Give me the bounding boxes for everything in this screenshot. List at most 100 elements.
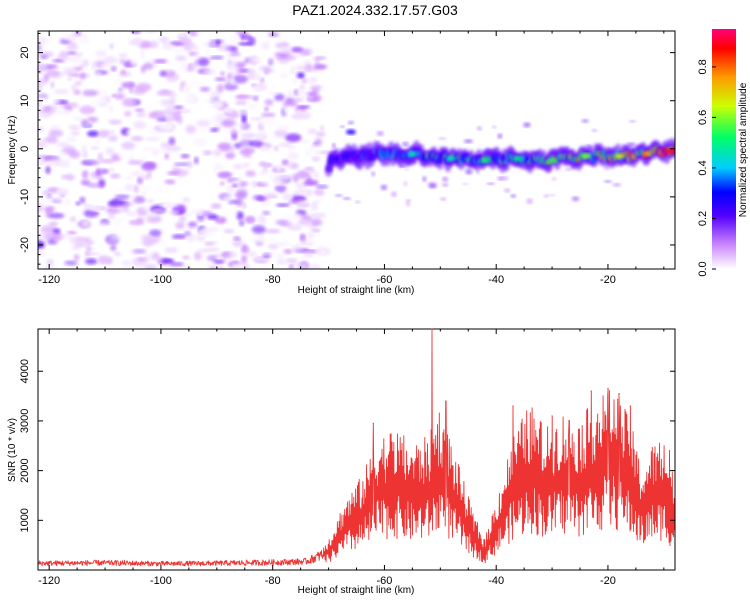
noise-blob bbox=[46, 64, 59, 69]
noise-blob bbox=[296, 200, 310, 209]
noise-blob bbox=[212, 260, 225, 264]
noise-blob bbox=[276, 165, 282, 173]
snr-peak-point bbox=[618, 392, 620, 395]
noise-blob bbox=[306, 92, 316, 96]
noise-blob bbox=[428, 184, 437, 189]
noise-blob bbox=[133, 184, 139, 194]
noise-blob bbox=[75, 201, 81, 206]
noise-blob bbox=[82, 150, 88, 159]
noise-blob bbox=[280, 239, 293, 244]
noise-blob bbox=[257, 131, 266, 140]
noise-blob bbox=[174, 105, 184, 109]
noise-blob bbox=[391, 191, 397, 197]
noise-blob bbox=[111, 66, 117, 72]
noise-blob bbox=[259, 77, 265, 83]
noise-blob bbox=[122, 205, 129, 213]
noise-blob bbox=[182, 197, 191, 203]
noise-blob bbox=[314, 58, 321, 66]
noise-blob bbox=[251, 57, 265, 63]
noise-blob bbox=[163, 69, 176, 77]
noise-blob bbox=[195, 248, 211, 254]
noise-blob bbox=[238, 220, 245, 227]
noise-blob bbox=[231, 128, 237, 135]
x-tick-label: -40 bbox=[488, 274, 504, 286]
noise-blob bbox=[38, 110, 43, 119]
noise-blob bbox=[82, 170, 89, 179]
noise-blob bbox=[186, 226, 196, 230]
noise-blob bbox=[235, 197, 244, 207]
noise-blob bbox=[282, 159, 289, 165]
noise-blob bbox=[174, 46, 185, 55]
noise-blob bbox=[242, 202, 247, 209]
noise-blob bbox=[492, 125, 497, 129]
noise-blob bbox=[290, 121, 303, 127]
noise-blob bbox=[81, 119, 90, 127]
noise-blob bbox=[68, 132, 73, 140]
noise-blob bbox=[158, 122, 175, 131]
noise-blob bbox=[262, 162, 268, 172]
noise-blob bbox=[142, 63, 153, 70]
noise-blob bbox=[207, 241, 219, 245]
noise-blob bbox=[307, 231, 315, 239]
noise-blob bbox=[287, 199, 300, 204]
noise-blob bbox=[232, 260, 240, 266]
noise-blob bbox=[90, 146, 100, 150]
noise-blob bbox=[78, 65, 84, 70]
noise-blob bbox=[438, 137, 447, 140]
noise-blob bbox=[291, 98, 303, 102]
noise-blob bbox=[110, 173, 121, 179]
noise-blob bbox=[172, 203, 187, 213]
noise-blob bbox=[229, 35, 241, 44]
noise-blob bbox=[233, 236, 241, 240]
noise-blob bbox=[109, 31, 116, 35]
noise-blob bbox=[114, 194, 130, 199]
noise-blob bbox=[239, 34, 246, 41]
noise-blob bbox=[164, 247, 179, 254]
noise-blob bbox=[197, 212, 204, 216]
signal-point bbox=[329, 155, 340, 161]
noise-blob bbox=[75, 80, 82, 86]
noise-blob bbox=[143, 264, 158, 269]
noise-blob bbox=[259, 145, 270, 153]
noise-blob bbox=[62, 67, 78, 73]
noise-blob bbox=[275, 219, 289, 226]
noise-blob bbox=[209, 56, 224, 60]
noise-blob bbox=[295, 112, 312, 120]
noise-blob bbox=[100, 221, 109, 228]
noise-blob bbox=[132, 87, 146, 95]
noise-blob bbox=[142, 254, 152, 262]
noise-blob bbox=[264, 99, 274, 106]
noise-blob bbox=[164, 179, 176, 185]
noise-blob bbox=[287, 152, 299, 160]
noise-blob bbox=[67, 51, 76, 55]
noise-blob bbox=[251, 225, 266, 234]
noise-blob bbox=[70, 237, 86, 244]
noise-blob bbox=[155, 70, 161, 78]
noise-blob bbox=[230, 202, 235, 207]
noise-blob bbox=[148, 129, 158, 135]
noise-blob bbox=[85, 258, 98, 265]
noise-blob bbox=[248, 140, 264, 148]
noise-blob bbox=[64, 260, 78, 266]
noise-blob bbox=[249, 117, 264, 121]
noise-blob bbox=[214, 77, 227, 81]
noise-blob bbox=[129, 87, 134, 94]
noise-blob bbox=[208, 43, 220, 48]
noise-blob bbox=[129, 194, 137, 201]
noise-blob bbox=[179, 65, 190, 72]
noise-blob bbox=[87, 130, 99, 137]
noise-blob bbox=[275, 100, 283, 104]
spectrogram-y-label: Frequency (Hz) bbox=[7, 116, 18, 185]
noise-blob bbox=[187, 221, 198, 228]
noise-blob bbox=[315, 184, 329, 189]
noise-blob bbox=[297, 65, 311, 72]
noise-blob bbox=[267, 58, 274, 67]
noise-blob bbox=[48, 212, 65, 219]
noise-blob bbox=[371, 171, 375, 177]
noise-blob bbox=[149, 229, 162, 237]
x-tick-label: -100 bbox=[150, 575, 172, 587]
noise-blob bbox=[270, 84, 276, 90]
noise-blob bbox=[187, 160, 193, 169]
noise-blob bbox=[200, 127, 207, 133]
noise-blob bbox=[219, 181, 225, 186]
